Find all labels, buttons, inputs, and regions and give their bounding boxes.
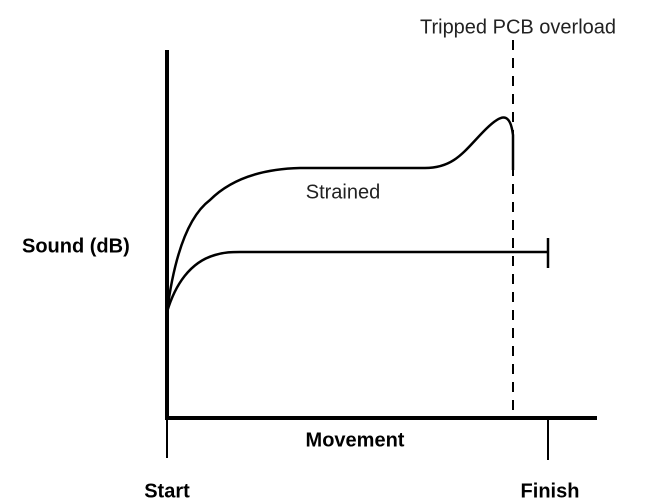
finish-label: Finish bbox=[521, 480, 580, 502]
annotation: Tripped PCB overload bbox=[420, 16, 616, 38]
y-axis-label: Sound (dB) bbox=[22, 235, 130, 257]
curve-label: Strained bbox=[306, 181, 381, 203]
strained-curve bbox=[165, 116, 515, 313]
x-axis-label: Movement bbox=[306, 429, 405, 451]
normal-curve bbox=[165, 250, 548, 313]
start-label: Start bbox=[144, 480, 190, 502]
